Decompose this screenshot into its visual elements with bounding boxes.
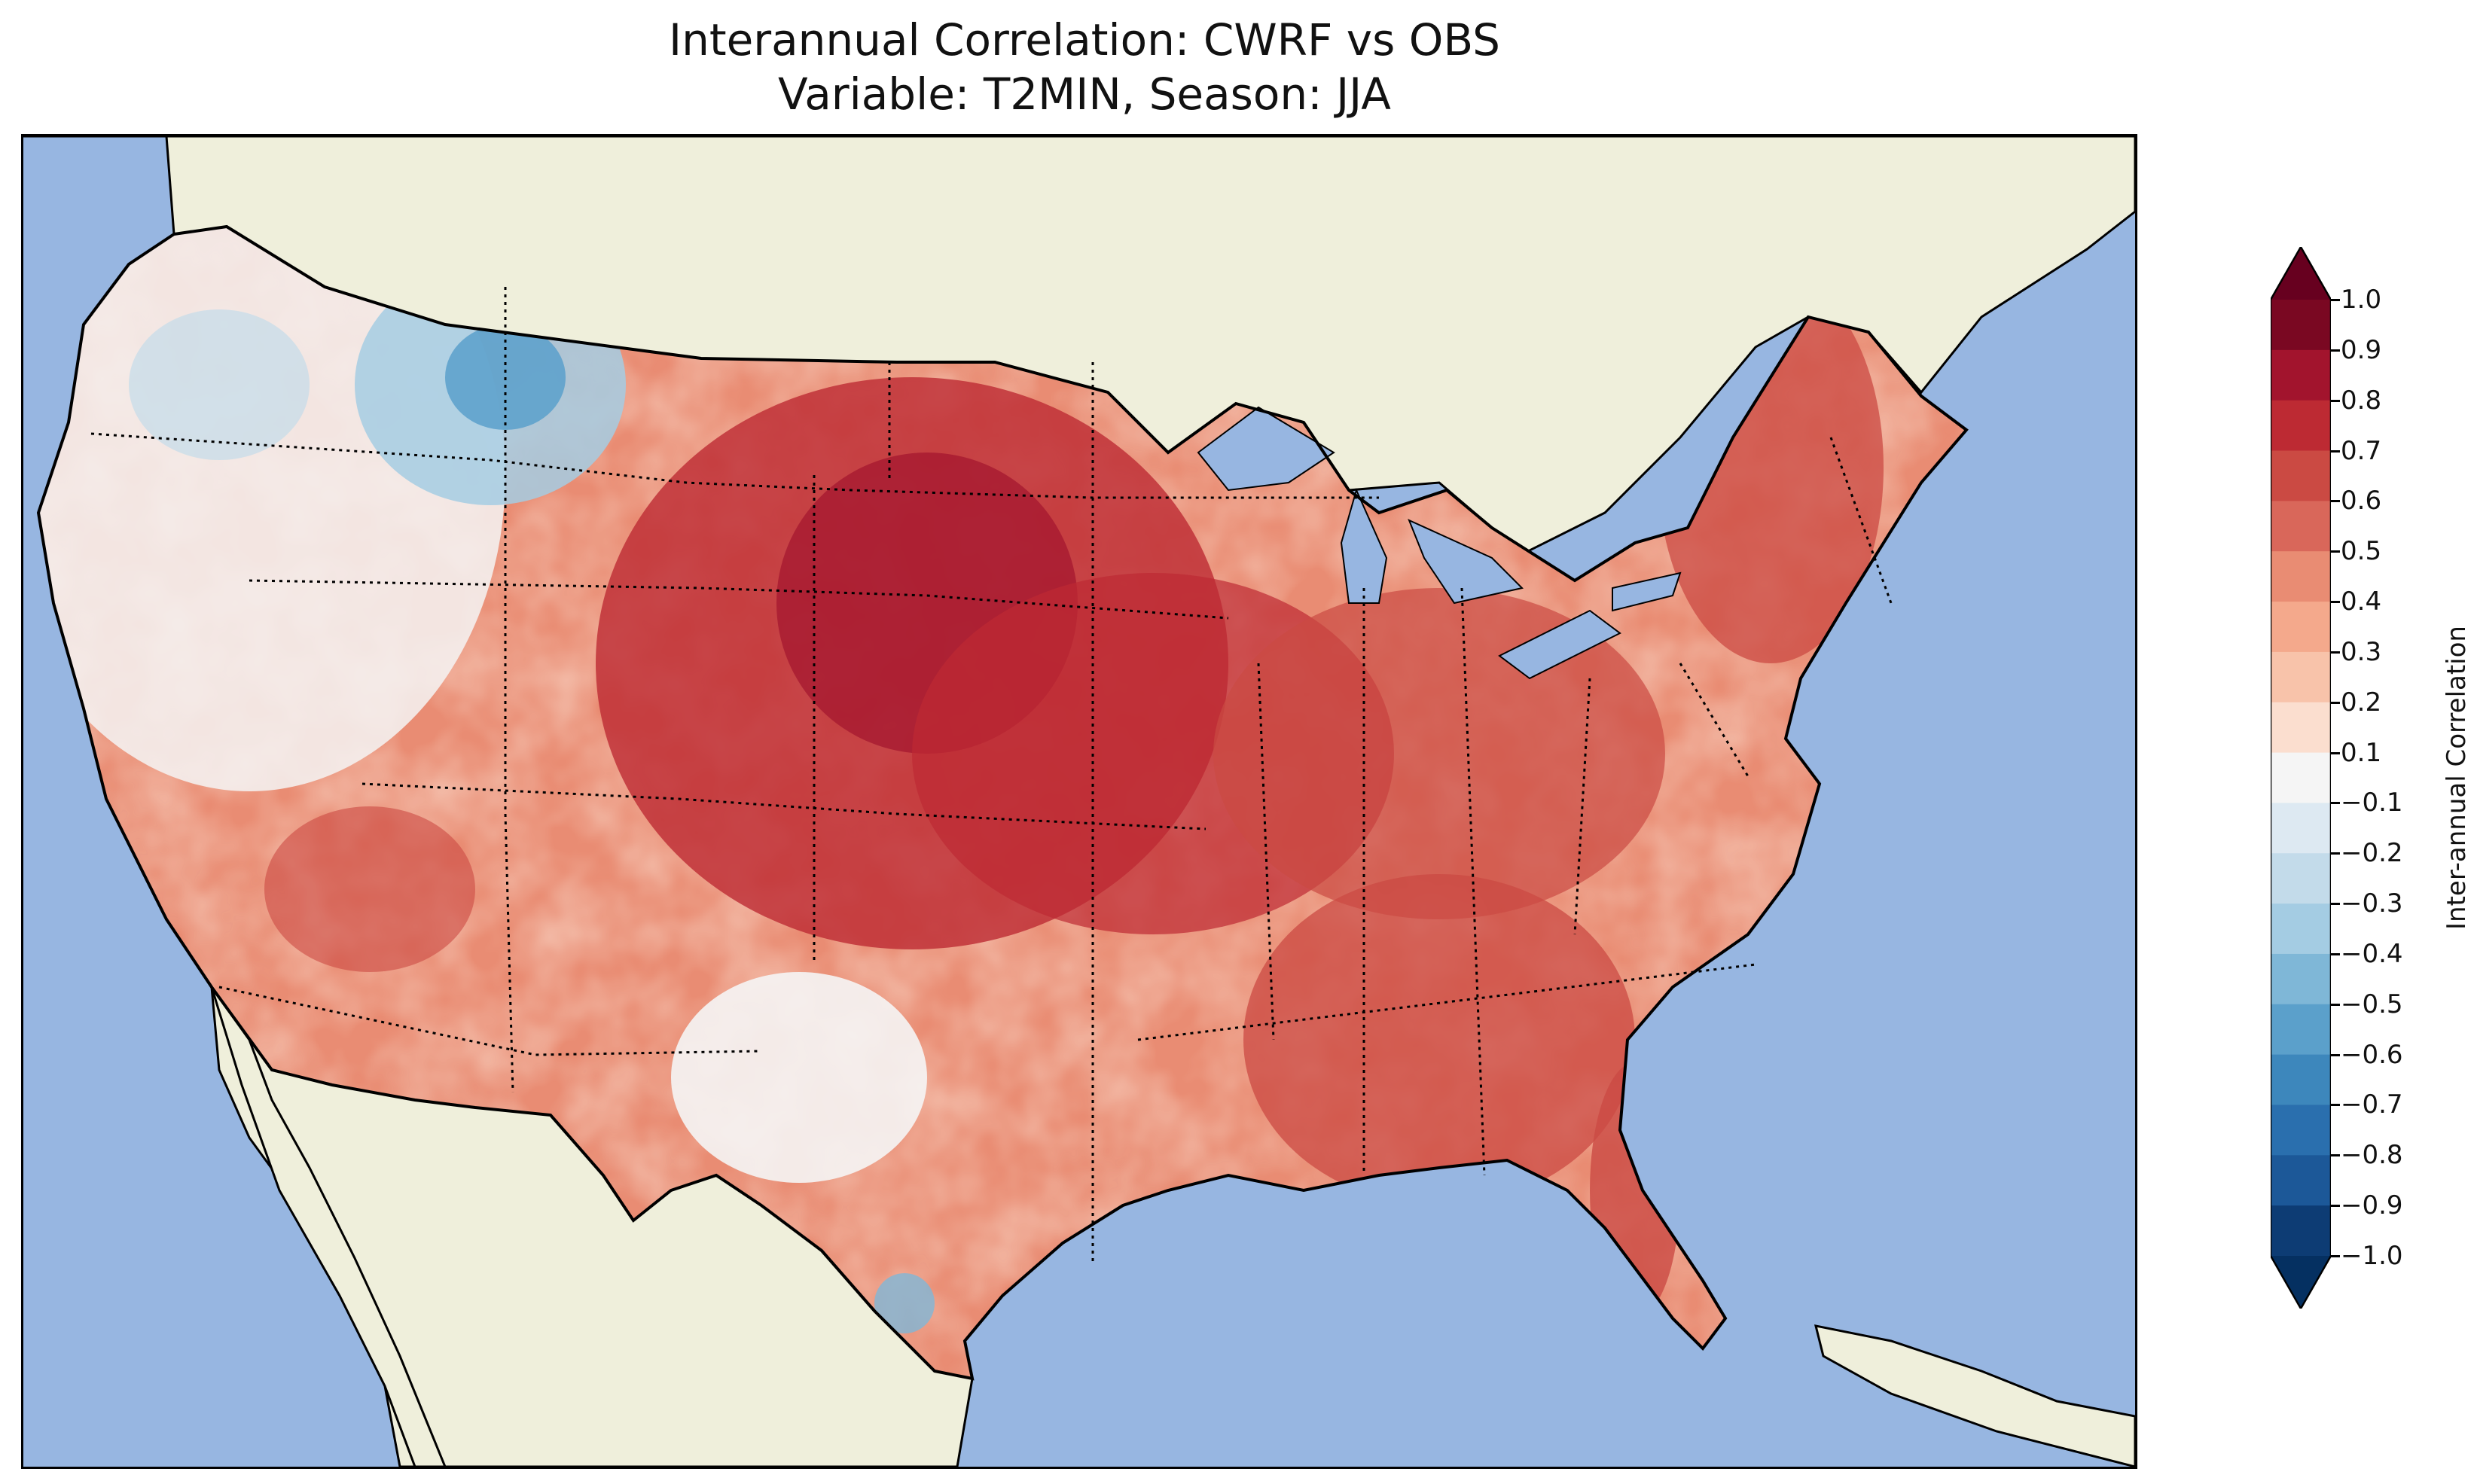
colorbar-extend-max [2271, 247, 2331, 300]
colorbar-bin [2271, 1004, 2331, 1056]
colorbar-tick-mark [2331, 1154, 2340, 1157]
colorbar-tick-label: 1.0 [2341, 285, 2382, 315]
colorbar-tick-label: −0.4 [2341, 938, 2403, 969]
colorbar-bin [2271, 853, 2331, 904]
colorbar-tick-mark [2331, 1003, 2340, 1006]
colorbar-bin [2271, 1155, 2331, 1206]
colorbar-bin [2271, 602, 2331, 653]
map-title-line1: Interannual Correlation: CWRF vs OBS [668, 14, 1500, 66]
colorbar-tick-mark [2331, 1205, 2340, 1208]
colorbar-tick-label: −0.3 [2341, 888, 2403, 919]
colorbar-bin [2271, 904, 2331, 955]
colorbar-tick-label: 0.7 [2341, 435, 2382, 466]
colorbar-tick-label: −0.5 [2341, 989, 2403, 1019]
colorbar-tick-mark [2331, 449, 2340, 453]
colorbar-tick-label: 0.6 [2341, 486, 2382, 517]
baja-california [210, 986, 447, 1467]
colorbar-bin [2271, 1105, 2331, 1156]
colorbar-tick-label: −1.0 [2341, 1241, 2403, 1271]
colorbar-tick-label: 0.2 [2341, 687, 2382, 718]
colorbar-label: Inter-annual Correlation [2442, 626, 2472, 930]
colorbar-bin [2271, 702, 2331, 754]
colorbar-tick-label: −0.8 [2341, 1140, 2403, 1171]
colorbar-tick-label: −0.6 [2341, 1039, 2403, 1070]
correlation-map [23, 136, 2135, 1467]
colorbar-bin [2271, 349, 2331, 401]
colorbar-tick-label: 0.1 [2341, 737, 2382, 768]
colorbar-bin [2271, 400, 2331, 452]
colorbar-tick-mark [2331, 952, 2340, 955]
colorbar-bin [2271, 300, 2331, 351]
colorbar-tick-label: 0.5 [2341, 536, 2382, 567]
colorbar-bin [2271, 501, 2331, 552]
colorbar-tick-label: −0.9 [2341, 1190, 2403, 1221]
colorbar-tick-mark [2331, 1053, 2340, 1056]
colorbar-tick-label: −0.7 [2341, 1089, 2403, 1120]
colorbar [2271, 247, 2331, 1309]
colorbar-bin [2271, 1205, 2331, 1257]
colorbar-extend-min [2271, 1256, 2331, 1309]
map-panel [21, 134, 2137, 1469]
colorbar-bin [2271, 803, 2331, 854]
colorbar-tick-mark [2331, 601, 2340, 604]
colorbar-bin [2271, 752, 2331, 803]
colorbar-tick-mark [2331, 1255, 2340, 1257]
colorbar-bin [2271, 551, 2331, 602]
colorbar-tick-label: 0.3 [2341, 636, 2382, 667]
colorbar-tick-label: 0.8 [2341, 385, 2382, 416]
colorbar-bin [2271, 953, 2331, 1005]
colorbar-tick-mark [2331, 550, 2340, 553]
colorbar-bin [2271, 651, 2331, 703]
colorbar-bin [2271, 450, 2331, 501]
colorbar-tick-mark [2331, 701, 2340, 704]
colorbar-tick-mark [2331, 349, 2340, 352]
map-title-line2: Variable: T2MIN, Season: JJA [778, 69, 1391, 120]
colorbar-tick-mark [2331, 751, 2340, 754]
cuba-land [1814, 1324, 2135, 1467]
colorbar-tick-mark [2331, 299, 2340, 301]
colorbar-tick-label: 0.9 [2341, 334, 2382, 365]
colorbar-tick-mark [2331, 802, 2340, 805]
colorbar-tick-mark [2331, 903, 2340, 906]
colorbar-tick-mark [2331, 399, 2340, 402]
colorbar-tick-mark [2331, 651, 2340, 654]
colorbar-bin [2271, 1054, 2331, 1105]
colorbar-tick-mark [2331, 852, 2340, 855]
colorbar-tick-mark [2331, 500, 2340, 503]
state-borders [90, 287, 1893, 1266]
colorbar-tick-label: −0.2 [2341, 838, 2403, 869]
colorbar-tick-label: −0.1 [2341, 788, 2403, 818]
colorbar-tick-label: 0.4 [2341, 587, 2382, 617]
colorbar-tick-mark [2331, 1104, 2340, 1107]
